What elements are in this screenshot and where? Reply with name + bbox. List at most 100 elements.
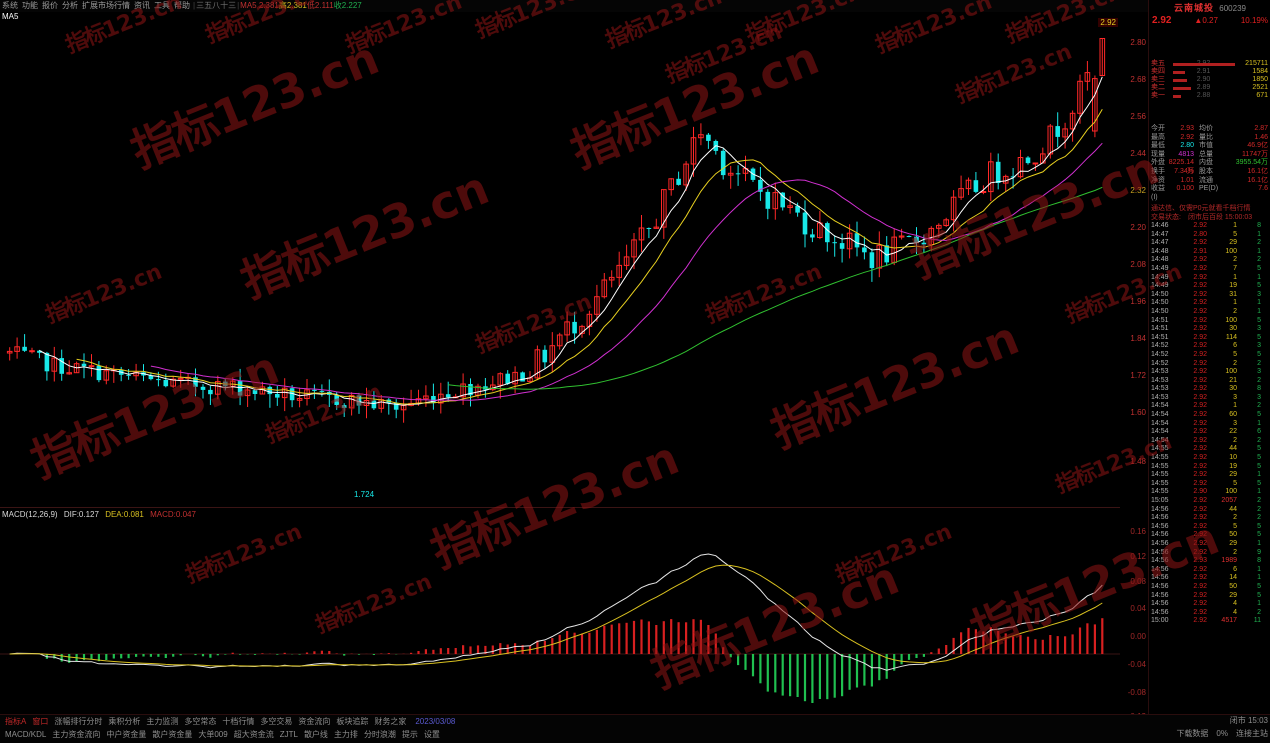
tick-row[interactable]: 14:54 2.92 2 2 xyxy=(1149,437,1270,446)
toolbar-item[interactable]: 主力资金流向 xyxy=(52,730,101,739)
tick-list[interactable]: 14:46 2.92 1 8 14:47 2.80 5 1 14:47 2.92 29 2 14:48 2… xyxy=(1149,222,1270,626)
toolbar-item[interactable]: 多空常态 xyxy=(184,717,217,726)
tick-row[interactable]: 14:55 2.92 44 5 xyxy=(1149,445,1270,454)
tick-row[interactable]: 14:46 2.92 1 8 xyxy=(1149,222,1270,231)
tick-row[interactable]: 14:56 2.92 50 5 xyxy=(1149,583,1270,592)
tick-row[interactable]: 14:48 2.91 100 1 xyxy=(1149,248,1270,257)
tick-row[interactable]: 14:56 2.92 14 1 xyxy=(1149,574,1270,583)
tick-row[interactable]: 14:56 2.93 1989 8 xyxy=(1149,557,1270,566)
tick-row[interactable]: 14:55 2.92 5 5 xyxy=(1149,480,1270,489)
tick-row[interactable]: 14:53 2.92 100 3 xyxy=(1149,368,1270,377)
stock-header[interactable]: 云南城投 600239 xyxy=(1149,1,1270,13)
tick-row[interactable]: 14:56 2.92 2 2 xyxy=(1149,514,1270,523)
tick-count: 5 xyxy=(1257,350,1261,358)
tick-row[interactable]: 14:55 2.92 19 5 xyxy=(1149,463,1270,472)
tick-row[interactable]: 14:54 2.92 3 1 xyxy=(1149,420,1270,429)
tick-row[interactable]: 14:55 2.92 29 1 xyxy=(1149,471,1270,480)
toolbar-item[interactable]: 大单009 xyxy=(198,730,228,739)
order-book-depth-bar xyxy=(1173,87,1191,90)
toolbar-item[interactable]: MACD/KDL xyxy=(5,730,47,739)
order-book-row[interactable]: 卖一 2.88 671 xyxy=(1149,92,1270,100)
tick-row[interactable]: 14:49 2.92 19 5 xyxy=(1149,282,1270,291)
tick-count: 6 xyxy=(1257,428,1261,436)
tick-row[interactable]: 14:56 2.92 5 5 xyxy=(1149,523,1270,532)
toolbar-item[interactable]: 财务之家 xyxy=(374,717,407,726)
toolbar-item[interactable]: 窗口 xyxy=(32,717,49,726)
menu-item-2[interactable]: 报价 xyxy=(42,1,58,10)
menu-item-3[interactable]: 分析 xyxy=(62,1,78,10)
tick-row[interactable]: 14:51 2.92 100 5 xyxy=(1149,317,1270,326)
tick-row[interactable]: 14:56 2.92 29 5 xyxy=(1149,592,1270,601)
toolbar-item[interactable]: ZJTL xyxy=(279,730,298,739)
tick-row[interactable]: 14:50 2.92 1 1 xyxy=(1149,299,1270,308)
tick-row[interactable]: 14:56 2.92 29 1 xyxy=(1149,540,1270,549)
tick-row[interactable]: 14:53 2.92 3 3 xyxy=(1149,394,1270,403)
bottom-toolbar[interactable]: 指标A 窗口 涨幅排行分时 乘积分析 主力监测 多空常态 十档行情 多空交易 资金流向 板块追踪财… xyxy=(0,714,1270,743)
tick-row[interactable]: 14:51 2.92 114 5 xyxy=(1149,334,1270,343)
order-book[interactable]: 卖五 2.92 215711 卖四 2.91 1584 卖三 2.90 1850… xyxy=(1149,60,1270,100)
tick-row[interactable]: 14:56 2.92 50 5 xyxy=(1149,531,1270,540)
toolbar-item[interactable]: 中户资金量 xyxy=(106,730,147,739)
macd-panel[interactable]: MACD(12,26,9) DIF:0.127 DEA:0.081 MACD:0… xyxy=(0,509,1120,712)
tick-row[interactable]: 14:52 2.92 2 2 xyxy=(1149,360,1270,369)
notice-block[interactable]: 通达信、仅需P0元就看千档行情 交易状态: 闭市后百段 15:00:03 xyxy=(1149,204,1270,222)
tick-row[interactable]: 14:56 2.92 2 9 xyxy=(1149,549,1270,558)
tick-row[interactable]: 14:49 2.92 7 5 xyxy=(1149,265,1270,274)
toolbar-item[interactable]: 散户资金量 xyxy=(152,730,193,739)
tick-time: 14:53 xyxy=(1151,393,1169,401)
toolbar-item[interactable]: 超大资金流 xyxy=(233,730,274,739)
tick-price: 2.93 xyxy=(1193,557,1207,565)
toolbar-item[interactable]: 主力监测 xyxy=(146,717,179,726)
tick-row[interactable]: 14:50 2.92 31 3 xyxy=(1149,291,1270,300)
toolbar-row-1[interactable]: 指标A 窗口 涨幅排行分时 乘积分析 主力监测 多空常态 十档行情 多空交易 资金流向 板块追踪财… xyxy=(0,715,1270,728)
toolbar-item[interactable]: 散户线 xyxy=(303,730,328,739)
menu-item-4[interactable]: 扩展市场行情 xyxy=(82,1,130,10)
tick-row[interactable]: 14:54 2.92 60 5 xyxy=(1149,411,1270,420)
tick-row[interactable]: 14:51 2.92 30 3 xyxy=(1149,325,1270,334)
menu-item-1[interactable]: 功能 xyxy=(22,1,38,10)
tick-row[interactable]: 14:53 2.92 30 8 xyxy=(1149,385,1270,394)
tick-row[interactable]: 14:47 2.80 5 1 xyxy=(1149,231,1270,240)
tick-row[interactable]: 15:00 2.92 4517 11 xyxy=(1149,617,1270,626)
chart-area[interactable]: MA5 2.92 1.724 MACD(12,26,9) DIF:0.127 D… xyxy=(0,12,1120,712)
toolbar-item[interactable]: 乘积分析 xyxy=(108,717,141,726)
tick-row[interactable]: 14:52 2.92 6 3 xyxy=(1149,342,1270,351)
tick-row[interactable]: 14:48 2.92 2 2 xyxy=(1149,256,1270,265)
tick-row[interactable]: 14:54 2.92 1 2 xyxy=(1149,402,1270,411)
tick-row[interactable]: 14:50 2.92 2 1 xyxy=(1149,308,1270,317)
quote-panel[interactable]: 云南城投 600239 2.92 ▲0.27 10.19% 卖五 2.92 21… xyxy=(1148,0,1270,742)
tick-row[interactable]: 14:54 2.92 22 6 xyxy=(1149,428,1270,437)
order-book-row[interactable]: 卖三 2.90 1850 xyxy=(1149,76,1270,84)
menu-item-0[interactable]: 系统 xyxy=(2,1,18,10)
tick-row[interactable]: 14:56 2.92 44 2 xyxy=(1149,506,1270,515)
tick-row[interactable]: 15:05 2.92 2057 2 xyxy=(1149,497,1270,506)
top-menu-bar[interactable]: 系统 功能 报价 分析 扩展市场行情 资讯 工具 帮助 | 三五八十三 | MA… xyxy=(0,0,1270,12)
tick-row[interactable]: 14:55 2.92 10 5 xyxy=(1149,454,1270,463)
tick-row[interactable]: 14:56 2.92 6 1 xyxy=(1149,566,1270,575)
tick-row[interactable]: 14:56 2.92 4 1 xyxy=(1149,600,1270,609)
tick-volume: 2 xyxy=(1233,256,1237,264)
toolbar-item[interactable]: 指标A xyxy=(5,717,27,726)
tick-row[interactable]: 14:52 2.92 5 5 xyxy=(1149,351,1270,360)
toolbar-item[interactable]: 资金流向 xyxy=(298,717,331,726)
menu-item-7[interactable]: 帮助 xyxy=(174,1,190,10)
toolbar-item[interactable]: 提示 xyxy=(401,730,418,739)
kline-panel[interactable]: MA5 2.92 1.724 xyxy=(0,12,1120,507)
menu-item-6[interactable]: 工具 xyxy=(154,1,170,10)
toolbar-item[interactable]: 分时浪潮 xyxy=(363,730,396,739)
menu-item-5[interactable]: 资讯 xyxy=(134,1,150,10)
tick-row[interactable]: 14:56 2.92 4 2 xyxy=(1149,609,1270,618)
toolbar-item[interactable]: 设置 xyxy=(423,730,440,739)
toolbar-item[interactable]: 十档行情 xyxy=(222,717,255,726)
tick-row[interactable]: 14:49 2.92 1 1 xyxy=(1149,274,1270,283)
order-book-row[interactable]: 卖四 2.91 1584 xyxy=(1149,68,1270,76)
tick-row[interactable]: 14:53 2.92 21 2 xyxy=(1149,377,1270,386)
toolbar-item[interactable]: 涨幅排行分时 xyxy=(54,717,103,726)
toolbar-item[interactable]: 板块追踪 xyxy=(336,717,369,726)
toolbar-item[interactable]: 主力排 xyxy=(333,730,358,739)
tick-row[interactable]: 14:55 2.90 100 1 xyxy=(1149,488,1270,497)
toolbar-item[interactable]: 多空交易 xyxy=(260,717,293,726)
toolbar-row-2[interactable]: MACD/KDL 主力资金流向 中户资金量 散户资金量 大单009 超大资金流 ZJTL 散户… xyxy=(0,728,1270,741)
order-book-row[interactable]: 卖二 2.89 2521 xyxy=(1149,84,1270,92)
tick-row[interactable]: 14:47 2.92 29 2 xyxy=(1149,239,1270,248)
